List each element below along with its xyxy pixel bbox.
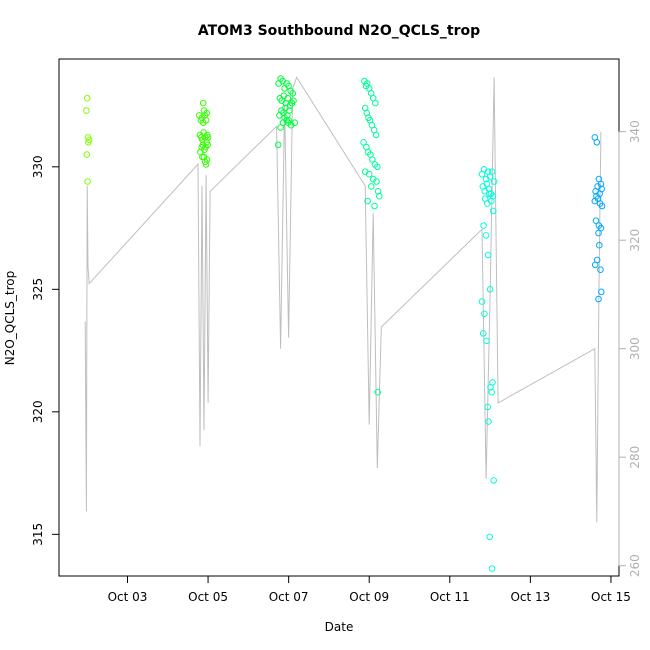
flight-5-point [486, 286, 494, 293]
flight-4-point [364, 197, 371, 205]
flight-3-point [286, 107, 293, 114]
flight-1-point [84, 178, 91, 185]
flight-2-point [204, 141, 211, 149]
flight-3-point [276, 112, 283, 119]
plot-frame [58, 58, 620, 577]
y2-tick-label: 320 [628, 229, 642, 252]
x-tick-label: Oct 15 [591, 590, 631, 604]
flight-1-point [85, 139, 92, 146]
flight-6-point [598, 185, 606, 193]
flight-5-point [482, 232, 490, 239]
flight-3-point [277, 124, 284, 131]
flight-2-point [202, 117, 210, 124]
y2-tick-label: 260 [628, 554, 642, 577]
x-axis: Oct 03 Oct 05 Oct 07 Oct 09 Oct 11 Oct 13 Oct … [108, 575, 631, 604]
x-tick-label: Oct 11 [430, 590, 470, 604]
flight-6-point [598, 288, 605, 296]
flight-2-point [199, 99, 207, 107]
flight-3-point [274, 141, 282, 149]
flight-5-point [481, 310, 488, 318]
flight-2-point [199, 153, 206, 161]
flight-6-point [591, 261, 599, 269]
flight-5-point [485, 418, 492, 425]
flight-3-point [284, 119, 292, 126]
data-points [83, 75, 606, 572]
y2-tick-label: 280 [628, 446, 642, 469]
flight-5-point [484, 251, 492, 259]
flight-1-point [83, 94, 91, 102]
flight-2-point [202, 161, 210, 168]
flight-5-point [490, 178, 498, 185]
flight-5-point [489, 379, 496, 386]
flight-3-point [290, 97, 297, 104]
flight-4-point [373, 178, 380, 185]
flight-3-point [289, 90, 297, 97]
flight-3-point [284, 94, 292, 102]
flight-6-point [597, 266, 604, 274]
flight-6-point [595, 229, 602, 237]
x-tick-label: Oct 07 [269, 590, 309, 604]
flight-5-point [488, 168, 496, 175]
flight-5-point [478, 298, 486, 305]
flight-4-point [376, 192, 383, 200]
flight-4-point [360, 139, 367, 146]
flight-4-point [372, 131, 380, 139]
chart-title: ATOM3 Southbound N2O_QCLS_trop [198, 23, 480, 39]
flight-2-point [203, 109, 211, 117]
y-axis-label: N2O_QCLS_trop [3, 271, 17, 366]
flight-1-point [83, 107, 90, 114]
y-tick-label: 325 [31, 278, 45, 301]
flight-5-point [488, 565, 496, 572]
flight-5-point [490, 477, 498, 484]
x-tick-label: Oct 09 [349, 590, 389, 604]
altitude-trace [84, 76, 602, 523]
flight-5-point [490, 207, 497, 215]
flight-6-point [598, 202, 606, 210]
flight-5-point [480, 222, 487, 229]
x-tick-label: Oct 13 [510, 590, 550, 604]
flight-2-point [204, 134, 212, 141]
flight-4-point [371, 202, 378, 210]
x-tick-label: Oct 03 [108, 590, 148, 604]
flight-5-point [479, 330, 487, 337]
flight-5-point [484, 403, 492, 411]
y-tick-label: 315 [31, 523, 45, 546]
y2-axis: 260 280 300 320 340 [618, 120, 642, 577]
flight-5-point [488, 197, 495, 205]
flight-4-point [372, 99, 379, 107]
flight-3-point [291, 119, 299, 126]
altitude-trace-line [84, 76, 602, 523]
flight-5-point [486, 190, 493, 198]
flight-5-point [483, 337, 490, 345]
y2-tick-label: 300 [628, 337, 642, 360]
flight-5-point [488, 388, 496, 396]
flight-1-point [83, 151, 91, 158]
flight-4-point [374, 388, 382, 396]
y-axis: 315 320 325 330 [31, 155, 60, 546]
flight-6-point [593, 139, 601, 146]
flight-6-point [595, 295, 602, 303]
flight-4-point [374, 163, 381, 171]
flight-4-point [365, 170, 373, 178]
flight-4-point [367, 183, 375, 190]
flight-5-point [486, 533, 494, 541]
y-tick-label: 330 [31, 155, 45, 178]
y-tick-label: 320 [31, 400, 45, 423]
x-axis-label: Date [325, 620, 354, 634]
flight-6-point [592, 217, 600, 224]
y2-tick-label: 340 [628, 120, 642, 143]
flight-6-point [596, 241, 603, 249]
x-tick-label: Oct 05 [188, 590, 228, 604]
